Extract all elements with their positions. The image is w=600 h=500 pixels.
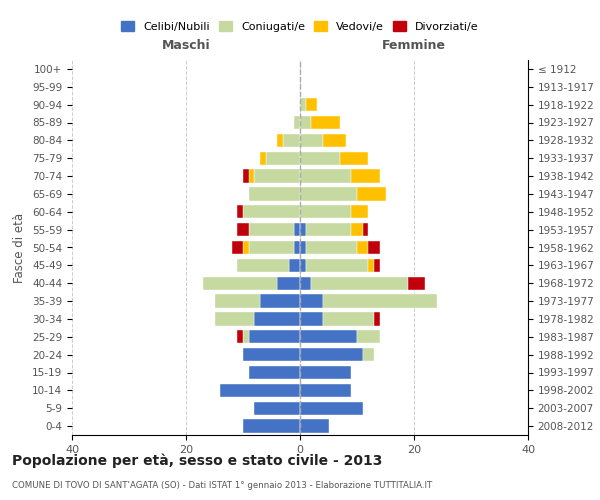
Bar — [368, 258, 374, 272]
Bar — [362, 348, 374, 362]
Bar — [243, 241, 249, 254]
Bar — [238, 205, 243, 218]
Legend: Celibi/Nubili, Coniugati/e, Vedovi/e, Divorziati/e: Celibi/Nubili, Coniugati/e, Vedovi/e, Di… — [117, 17, 483, 36]
Bar — [300, 420, 329, 433]
Bar — [300, 384, 352, 397]
Bar — [300, 170, 352, 183]
Bar — [311, 116, 340, 129]
Bar — [289, 258, 300, 272]
Text: Femmine: Femmine — [382, 39, 446, 52]
Bar — [323, 134, 346, 147]
Bar — [266, 152, 300, 165]
Bar — [295, 241, 300, 254]
Bar — [203, 276, 277, 290]
Bar — [300, 330, 357, 344]
Bar — [295, 116, 300, 129]
Bar — [300, 152, 340, 165]
Bar — [409, 276, 425, 290]
Bar — [306, 223, 352, 236]
Bar — [238, 330, 243, 344]
Bar — [215, 312, 254, 326]
Bar — [249, 170, 254, 183]
Bar — [300, 276, 311, 290]
Bar — [243, 420, 300, 433]
Bar — [306, 98, 317, 112]
Bar — [238, 223, 249, 236]
Bar — [300, 294, 323, 308]
Bar — [306, 241, 357, 254]
Bar — [357, 241, 368, 254]
Text: COMUNE DI TOVO DI SANT'AGATA (SO) - Dati ISTAT 1° gennaio 2013 - Elaborazione TU: COMUNE DI TOVO DI SANT'AGATA (SO) - Dati… — [12, 480, 432, 490]
Bar — [357, 187, 386, 200]
Bar — [249, 223, 295, 236]
Bar — [254, 312, 300, 326]
Bar — [243, 170, 249, 183]
Bar — [277, 276, 300, 290]
Bar — [374, 312, 380, 326]
Bar — [340, 152, 368, 165]
Bar — [300, 366, 352, 379]
Bar — [249, 187, 300, 200]
Bar — [300, 241, 306, 254]
Bar — [362, 223, 368, 236]
Bar — [300, 134, 323, 147]
Bar — [220, 384, 300, 397]
Text: Maschi: Maschi — [161, 39, 211, 52]
Bar — [249, 330, 300, 344]
Bar — [243, 330, 249, 344]
Bar — [260, 152, 266, 165]
Bar — [243, 348, 300, 362]
Bar — [254, 402, 300, 415]
Bar — [357, 330, 380, 344]
Bar — [300, 205, 352, 218]
Bar — [300, 312, 323, 326]
Bar — [311, 276, 408, 290]
Bar — [368, 241, 380, 254]
Bar — [249, 241, 295, 254]
Bar — [323, 294, 437, 308]
Bar — [306, 258, 368, 272]
Bar — [300, 98, 306, 112]
Bar — [300, 258, 306, 272]
Bar — [238, 258, 289, 272]
Bar — [232, 241, 243, 254]
Bar — [300, 116, 311, 129]
Y-axis label: Fasce di età: Fasce di età — [13, 212, 26, 282]
Bar — [254, 170, 300, 183]
Bar — [300, 223, 306, 236]
Bar — [300, 187, 357, 200]
Bar — [323, 312, 374, 326]
Bar — [215, 294, 260, 308]
Bar — [352, 223, 362, 236]
Bar — [300, 402, 362, 415]
Bar — [249, 366, 300, 379]
Bar — [352, 170, 380, 183]
Bar — [283, 134, 300, 147]
Bar — [295, 223, 300, 236]
Bar — [374, 258, 380, 272]
Bar — [260, 294, 300, 308]
Y-axis label: Anni di nascita: Anni di nascita — [598, 204, 600, 291]
Bar — [243, 205, 300, 218]
Bar — [300, 348, 362, 362]
Bar — [277, 134, 283, 147]
Bar — [352, 205, 368, 218]
Text: Popolazione per età, sesso e stato civile - 2013: Popolazione per età, sesso e stato civil… — [12, 454, 382, 468]
